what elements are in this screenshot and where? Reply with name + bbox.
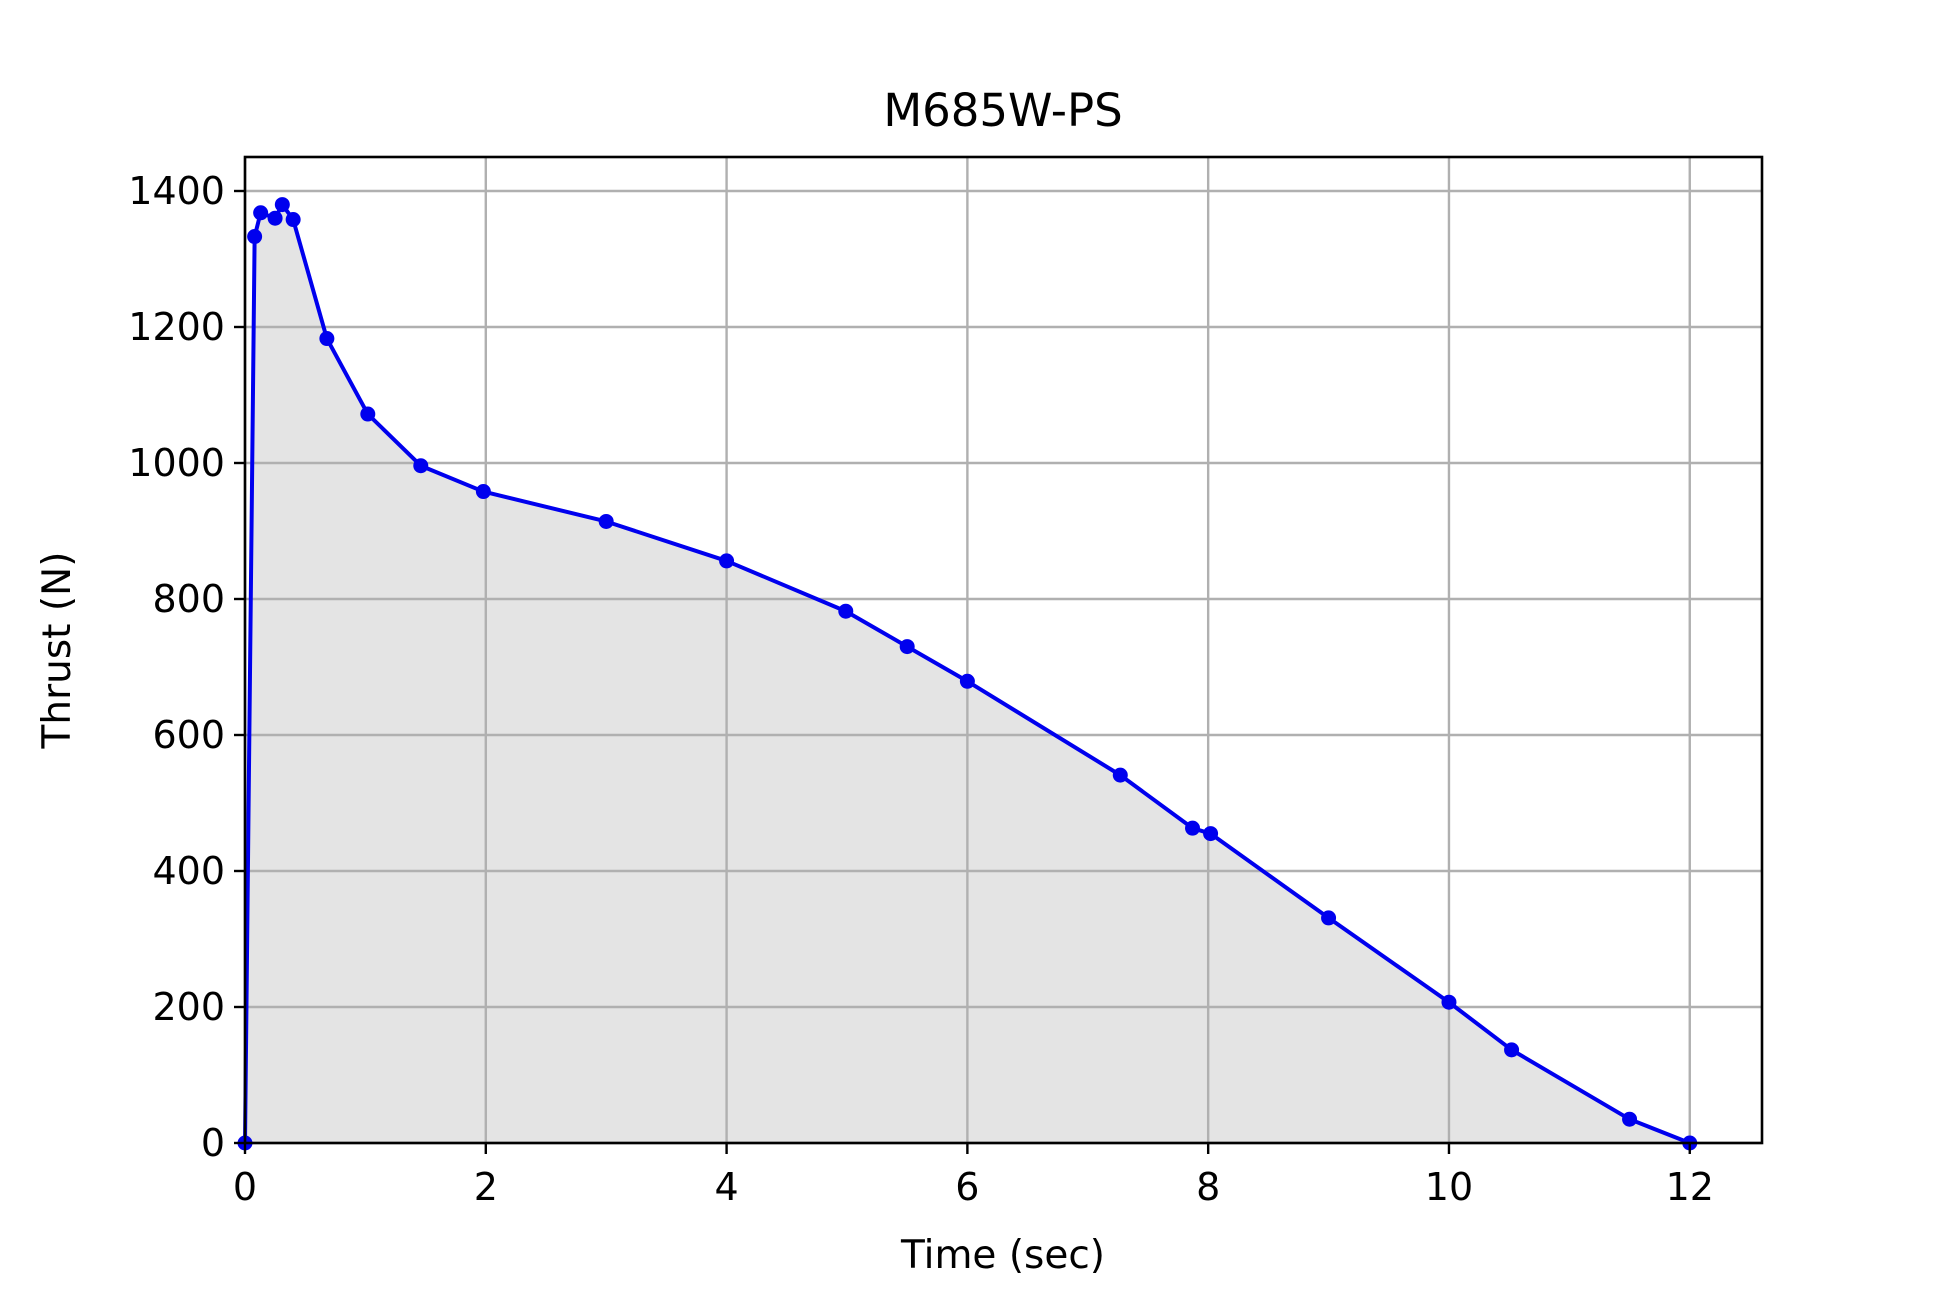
data-point xyxy=(1441,994,1457,1010)
x-tick-label: 2 xyxy=(474,1165,498,1209)
data-point xyxy=(247,229,263,245)
data-point xyxy=(1185,820,1201,836)
data-point xyxy=(475,484,491,500)
x-tick-label: 12 xyxy=(1666,1165,1714,1209)
data-point xyxy=(1622,1111,1638,1127)
plot-area: 0 2 4 6 8 10 12 0 200 400 600 800 1000 1200 1400 xyxy=(128,155,1764,1209)
plot-frame xyxy=(243,155,1764,1145)
data-point xyxy=(1321,910,1337,926)
y-axis-label: Thrust (N) xyxy=(35,552,80,750)
x-tick-label: 4 xyxy=(714,1165,738,1209)
y-tick-label: 600 xyxy=(152,713,225,757)
data-point xyxy=(1504,1042,1520,1058)
x-tick-label: 8 xyxy=(1196,1165,1220,1209)
data-point xyxy=(598,513,614,529)
data-point xyxy=(413,458,429,474)
data-point xyxy=(1203,826,1219,842)
data-point xyxy=(899,639,915,655)
data-point xyxy=(319,331,335,347)
data-point xyxy=(719,553,735,569)
chart-title: M685W-PS xyxy=(883,84,1122,137)
y-tick-label: 0 xyxy=(201,1121,225,1165)
data-point xyxy=(1112,767,1128,783)
x-tick-label: 0 xyxy=(233,1165,257,1209)
y-tick-label: 400 xyxy=(152,849,225,893)
data-point xyxy=(274,197,290,213)
x-tick-label: 6 xyxy=(955,1165,979,1209)
y-tick-label: 1400 xyxy=(128,169,225,213)
area-fill xyxy=(245,204,1690,1144)
data-point xyxy=(959,673,975,689)
y-tick-label: 1000 xyxy=(128,441,225,485)
data-point xyxy=(285,212,301,228)
x-tick-label: 10 xyxy=(1425,1165,1473,1209)
data-point xyxy=(253,205,269,221)
data-point xyxy=(838,603,854,619)
data-point xyxy=(360,406,376,422)
y-tick-label: 800 xyxy=(152,577,225,621)
y-tick-label: 200 xyxy=(152,985,225,1029)
data-point xyxy=(267,210,283,226)
x-axis-label: Time (sec) xyxy=(900,1233,1105,1278)
y-tick-label: 1200 xyxy=(128,305,225,349)
